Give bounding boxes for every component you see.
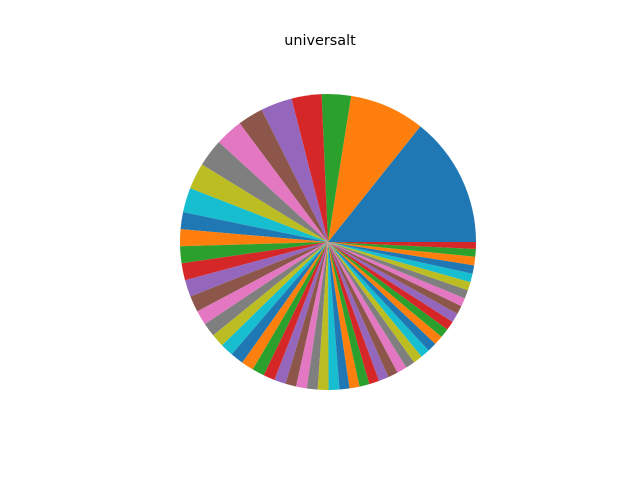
pie-slice-42 bbox=[328, 242, 442, 344]
pie-slice-29 bbox=[317, 242, 329, 391]
pie-slice-41 bbox=[328, 242, 436, 351]
pie-slice-27 bbox=[296, 242, 328, 389]
pie-slice-44 bbox=[328, 242, 453, 330]
pie-slice-45 bbox=[328, 242, 458, 322]
pie-slice-15 bbox=[185, 242, 328, 297]
pie-slice-26 bbox=[285, 242, 328, 387]
pie-slice-16 bbox=[190, 242, 328, 312]
pie-slice-34 bbox=[328, 242, 380, 385]
pie-slice-12 bbox=[179, 229, 328, 247]
pie-slice-22 bbox=[242, 242, 328, 370]
pie-slice-6 bbox=[239, 109, 328, 242]
pie-slices bbox=[179, 94, 476, 391]
pie-slice-1 bbox=[328, 126, 476, 242]
pie-slice-13 bbox=[180, 242, 328, 264]
pie-slice-25 bbox=[274, 242, 328, 384]
pie-slice-14 bbox=[181, 242, 328, 281]
pie-slice-50 bbox=[328, 242, 473, 283]
pie-slice-38 bbox=[328, 242, 415, 368]
pie-slice-3 bbox=[321, 94, 352, 242]
pie-slice-11 bbox=[180, 212, 328, 242]
pie-slice-2 bbox=[328, 95, 421, 242]
pie-slice-35 bbox=[328, 242, 389, 381]
pie-slice-17 bbox=[197, 242, 328, 325]
pie-slice-49 bbox=[328, 242, 471, 291]
pie-slice-30 bbox=[328, 242, 340, 390]
pie-slice-53 bbox=[328, 242, 476, 257]
pie-slice-39 bbox=[328, 242, 422, 363]
pie-slice-10 bbox=[183, 188, 328, 242]
pie-slice-5 bbox=[261, 98, 328, 242]
pie-slice-20 bbox=[222, 242, 328, 355]
pie-slice-18 bbox=[204, 242, 328, 336]
pie-slice-37 bbox=[328, 242, 407, 373]
pie-slice-23 bbox=[252, 242, 328, 376]
pie-slice-31 bbox=[328, 242, 350, 390]
pie-slice-8 bbox=[201, 142, 328, 242]
pie-slice-19 bbox=[213, 242, 328, 346]
pie-slice-9 bbox=[190, 164, 328, 242]
chart-title: universalt bbox=[284, 33, 356, 49]
pie-slice-46 bbox=[328, 242, 462, 314]
pie-slice-24 bbox=[263, 242, 328, 380]
pie-slice-43 bbox=[328, 242, 448, 337]
pie-slice-40 bbox=[328, 242, 429, 357]
pie-slice-48 bbox=[328, 242, 468, 299]
pie-slice-28 bbox=[306, 242, 328, 390]
pie-slice-32 bbox=[328, 242, 360, 389]
pie-slice-21 bbox=[231, 242, 328, 363]
pie-slice-51 bbox=[328, 242, 475, 274]
pie-slice-4 bbox=[291, 94, 328, 242]
pie-slice-7 bbox=[218, 123, 328, 242]
pie-slice-52 bbox=[328, 242, 476, 266]
pie-slice-54 bbox=[328, 242, 476, 250]
pie-slice-33 bbox=[328, 242, 370, 387]
pie-slice-36 bbox=[328, 242, 398, 378]
pie-slice-47 bbox=[328, 242, 465, 307]
